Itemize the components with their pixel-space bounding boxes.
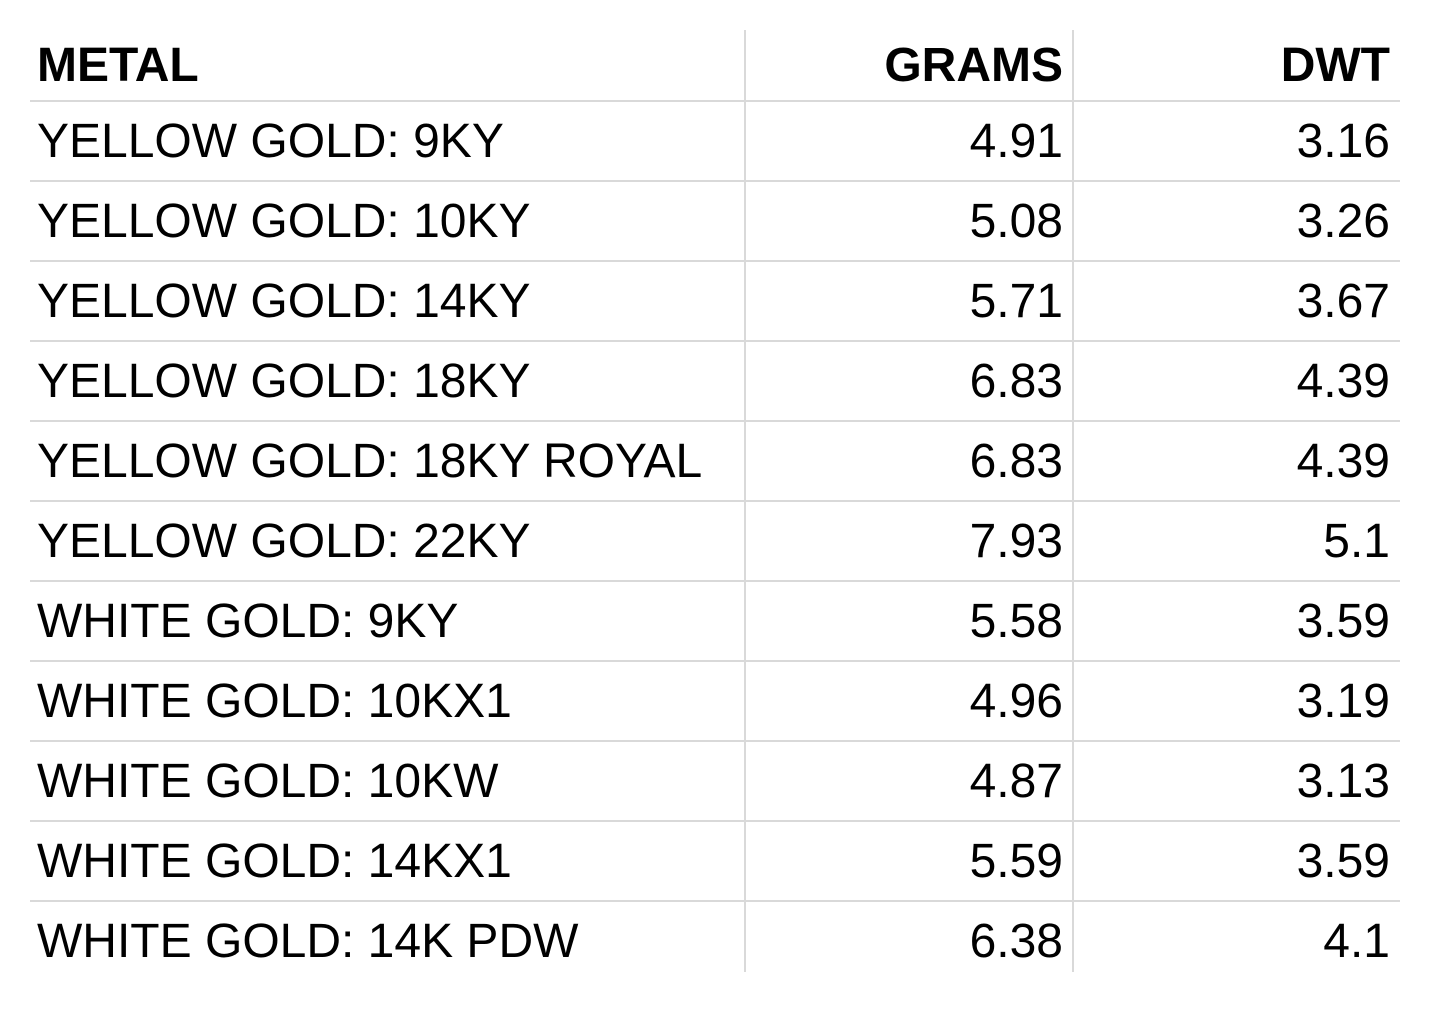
- table-cell: WHITE GOLD: 9KY: [37, 594, 459, 648]
- table-cell: 4.1: [1323, 914, 1390, 968]
- header-cell: GRAMS: [884, 39, 1063, 92]
- header-cell: METAL: [37, 39, 199, 92]
- table-cell: WHITE GOLD: 10KX1: [37, 674, 512, 728]
- row-divider: [30, 900, 1400, 902]
- table-cell: 3.67: [1296, 274, 1390, 328]
- table-cell: 6.38: [969, 914, 1063, 968]
- table-cell: 4.39: [1296, 354, 1390, 408]
- table-cell: WHITE GOLD: 10KW: [37, 754, 499, 808]
- row-divider: [30, 740, 1400, 742]
- row-divider: [30, 660, 1400, 662]
- table-cell: YELLOW GOLD: 14KY: [37, 274, 531, 328]
- row-divider: [30, 500, 1400, 502]
- table-cell: 3.59: [1296, 834, 1390, 888]
- table-cell: 6.83: [969, 354, 1063, 408]
- table-cell: WHITE GOLD: 14KX1: [37, 834, 512, 888]
- table: METAL GRAMS DWT YELLOW GOLD: 9KY 4.91 3.16 YEL…: [30, 30, 1400, 972]
- row-divider: [30, 260, 1400, 262]
- table-cell: YELLOW GOLD: 18KY: [37, 354, 531, 408]
- table-cell: 4.91: [969, 114, 1063, 168]
- table-cell: 5.59: [969, 834, 1063, 888]
- table-cell: 3.13: [1296, 754, 1390, 808]
- header-cell: DWT: [1280, 39, 1390, 92]
- table-cell: YELLOW GOLD: 10KY: [37, 194, 531, 248]
- table-cell: 4.96: [969, 674, 1063, 728]
- row-divider: [30, 420, 1400, 422]
- row-divider: [30, 180, 1400, 182]
- table-cell: 7.93: [969, 514, 1063, 568]
- table-cell: YELLOW GOLD: 9KY: [37, 114, 504, 168]
- table-cell: 3.26: [1296, 194, 1390, 248]
- table-cell: 5.1: [1323, 514, 1390, 568]
- table-cell: 4.39: [1296, 434, 1390, 488]
- table-cell: 3.19: [1296, 674, 1390, 728]
- table-cell: YELLOW GOLD: 22KY: [37, 514, 531, 568]
- table-cell: 6.83: [969, 434, 1063, 488]
- table-cell: 3.59: [1296, 594, 1390, 648]
- row-divider: [30, 580, 1400, 582]
- row-divider: [30, 820, 1400, 822]
- table-cell: 5.71: [969, 274, 1063, 328]
- table-cell: 4.87: [969, 754, 1063, 808]
- table-cell: 5.58: [969, 594, 1063, 648]
- table-cell: WHITE GOLD: 14K PDW: [37, 914, 579, 968]
- row-divider: [30, 340, 1400, 342]
- table-cell: 5.08: [969, 194, 1063, 248]
- column-divider: [1072, 30, 1074, 972]
- row-divider: [30, 100, 1400, 102]
- table-cell: 3.16: [1296, 114, 1390, 168]
- table-cell: YELLOW GOLD: 18KY ROYAL: [37, 434, 703, 488]
- column-divider: [744, 30, 746, 972]
